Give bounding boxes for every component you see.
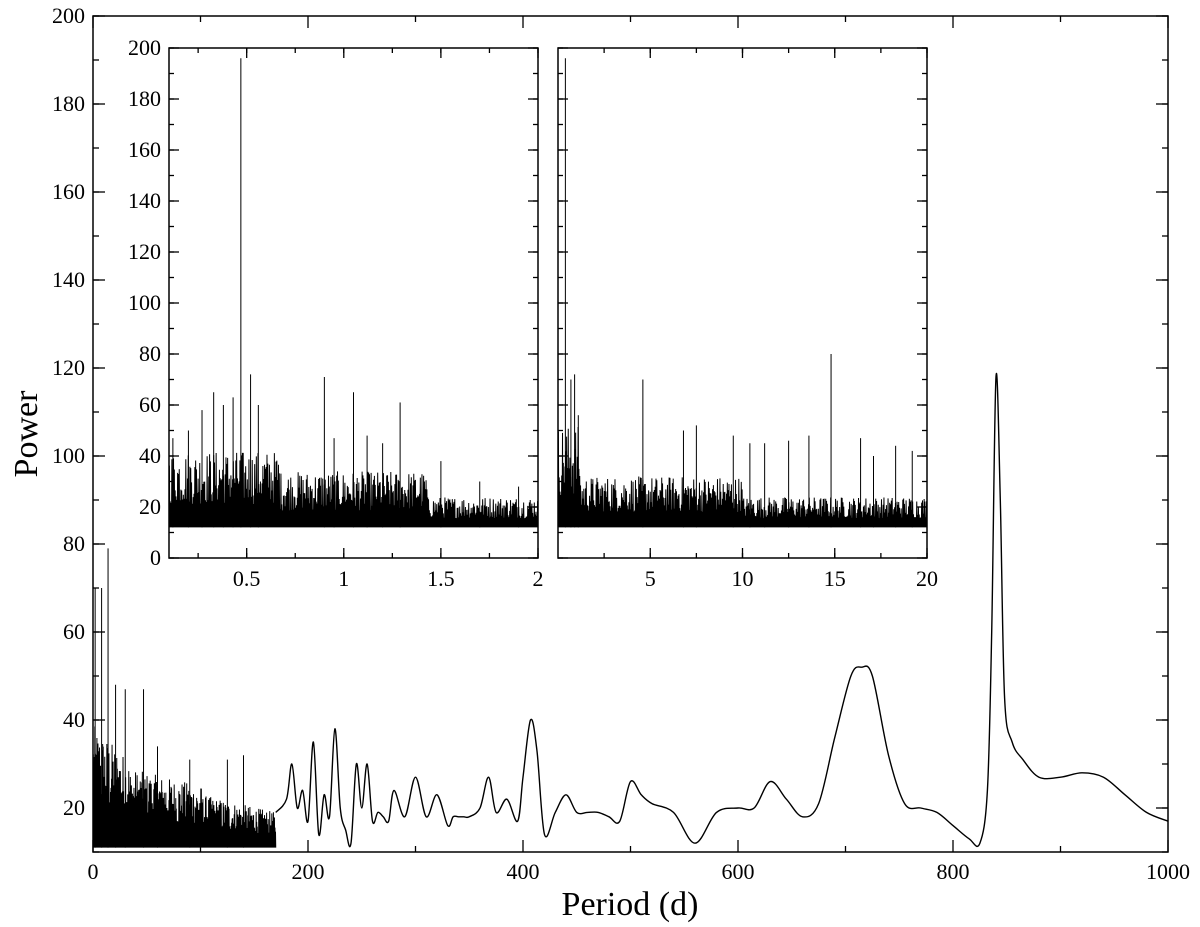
x-tick-label: 1000 [1146,859,1190,884]
y-tick-label: 40 [139,443,161,468]
y-tick-label: 100 [128,290,161,315]
y-tick-label: 80 [139,341,161,366]
y-tick-label: 200 [128,35,161,60]
x-tick-label: 15 [824,566,846,591]
x-tick-label: 1.5 [427,566,455,591]
y-axis-title: Power [8,390,45,478]
x-tick-label: 10 [732,566,754,591]
y-tick-label: 0 [150,545,161,570]
y-tick-label: 40 [63,707,85,732]
x-tick-label: 200 [292,859,325,884]
x-tick-label: 1 [338,566,349,591]
x-tick-label: 800 [937,859,970,884]
y-tick-label: 20 [139,494,161,519]
x-tick-label: 600 [722,859,755,884]
main-plot: 0 200 400 600 800 100020406080100120140160180… [8,3,1190,923]
inset-right-noise-trace [557,426,928,528]
y-tick-label: 180 [52,91,85,116]
y-tick-label: 60 [139,392,161,417]
inset-right-plot: 5 10 15 20 [557,47,938,591]
y-tick-label: 200 [52,3,85,28]
y-tick-label: 120 [52,355,85,380]
main-series-line [275,372,1169,848]
x-tick-label: 2 [533,566,544,591]
y-tick-label: 160 [128,137,161,162]
x-tick-label: 400 [507,859,540,884]
x-axis-title: Period (d) [562,886,699,923]
y-tick-label: 100 [52,443,85,468]
x-tick-label: 0.5 [233,566,261,591]
inset-right-background [558,48,927,558]
y-tick-label: 60 [63,619,85,644]
x-tick-label: 20 [916,566,938,591]
y-tick-label: 140 [52,267,85,292]
x-tick-label: 0 [88,859,99,884]
y-tick-label: 80 [63,531,85,556]
y-tick-label: 160 [52,179,85,204]
x-tick-label: 5 [645,566,656,591]
y-tick-label: 20 [63,795,85,820]
y-tick-label: 140 [128,188,161,213]
y-tick-label: 120 [128,239,161,264]
main-noise-trace [92,726,277,848]
y-tick-label: 180 [128,86,161,111]
